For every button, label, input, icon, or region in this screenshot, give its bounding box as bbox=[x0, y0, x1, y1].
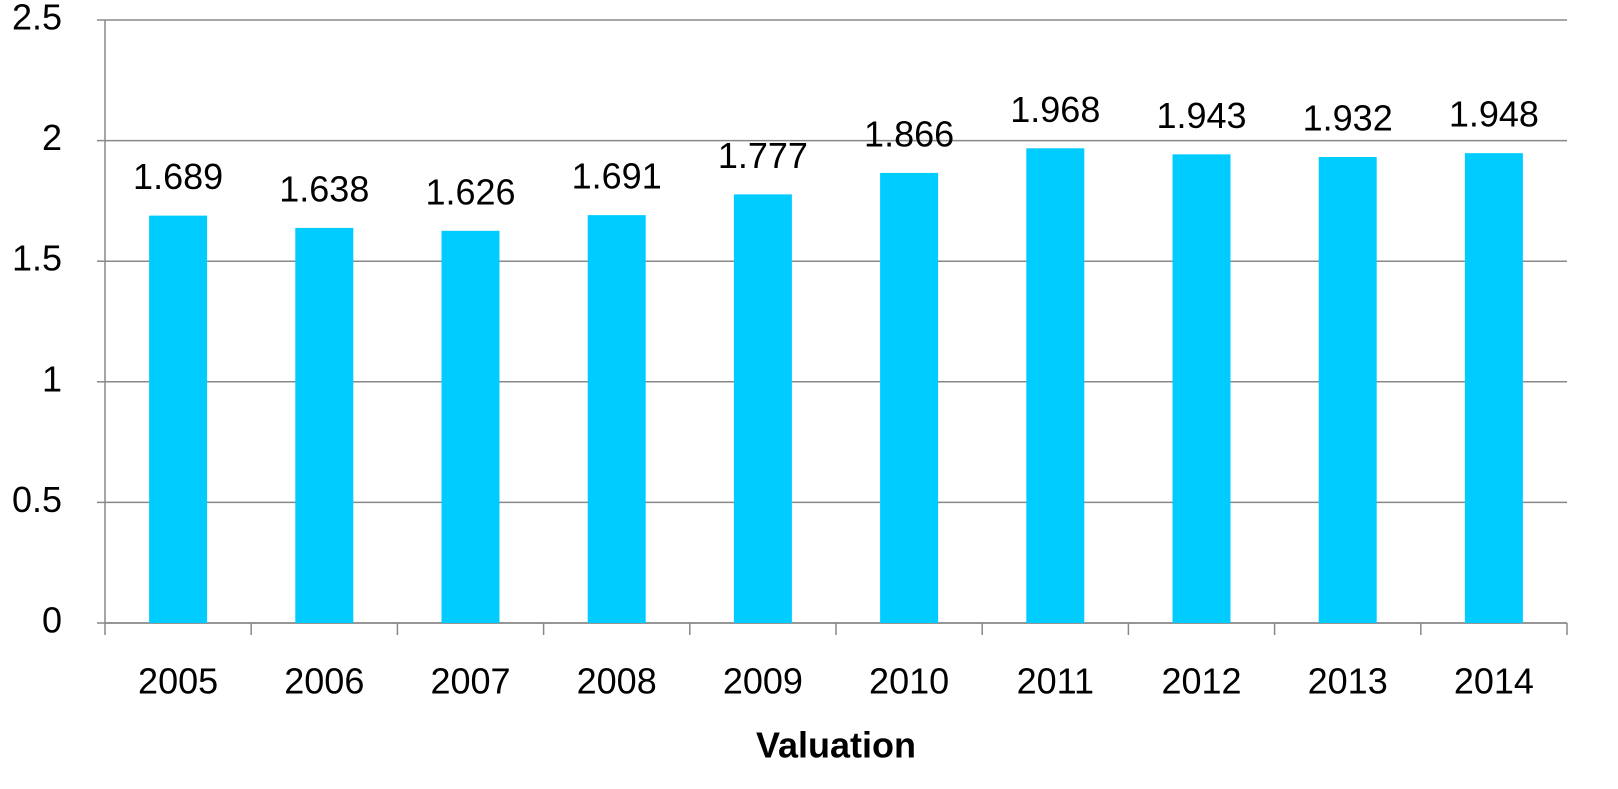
x-tick-label: 2010 bbox=[869, 661, 949, 702]
x-tick-label: 2005 bbox=[138, 661, 218, 702]
bar bbox=[587, 215, 646, 623]
bar bbox=[1172, 154, 1231, 624]
data-label: 1.866 bbox=[864, 113, 954, 154]
data-label: 1.948 bbox=[1449, 94, 1539, 135]
x-tick-label: 2012 bbox=[1161, 661, 1241, 702]
data-label: 1.689 bbox=[133, 156, 223, 197]
data-label: 1.638 bbox=[279, 168, 369, 209]
x-tick-label: 2014 bbox=[1454, 661, 1534, 702]
y-tick-label: 2.5 bbox=[12, 0, 62, 38]
x-tick-label: 2008 bbox=[577, 661, 657, 702]
y-tick-label: 0.5 bbox=[12, 479, 62, 520]
y-tick-label: 2 bbox=[42, 117, 62, 158]
x-tick-label: 2011 bbox=[1017, 661, 1094, 702]
data-label: 1.932 bbox=[1303, 98, 1393, 139]
x-tick-label: 2006 bbox=[284, 661, 364, 702]
bar bbox=[1026, 148, 1085, 623]
y-tick-label: 1.5 bbox=[12, 238, 62, 279]
bar bbox=[880, 172, 939, 623]
data-label: 1.943 bbox=[1156, 95, 1246, 136]
y-tick-label: 1 bbox=[42, 358, 62, 399]
bar bbox=[441, 230, 500, 623]
bar bbox=[149, 215, 208, 623]
data-label: 1.626 bbox=[425, 171, 515, 212]
data-label: 1.691 bbox=[572, 156, 662, 197]
x-tick-label: 2007 bbox=[430, 661, 510, 702]
bar bbox=[733, 194, 792, 623]
bar bbox=[295, 227, 354, 623]
y-tick-label: 0 bbox=[42, 600, 62, 641]
x-tick-label: 2013 bbox=[1308, 661, 1388, 702]
x-axis-label: Valuation bbox=[756, 725, 916, 766]
data-label: 1.777 bbox=[718, 135, 808, 176]
bar bbox=[1464, 153, 1523, 623]
x-tick-label: 2009 bbox=[723, 661, 803, 702]
data-label: 1.968 bbox=[1010, 89, 1100, 130]
bar bbox=[1318, 157, 1377, 624]
